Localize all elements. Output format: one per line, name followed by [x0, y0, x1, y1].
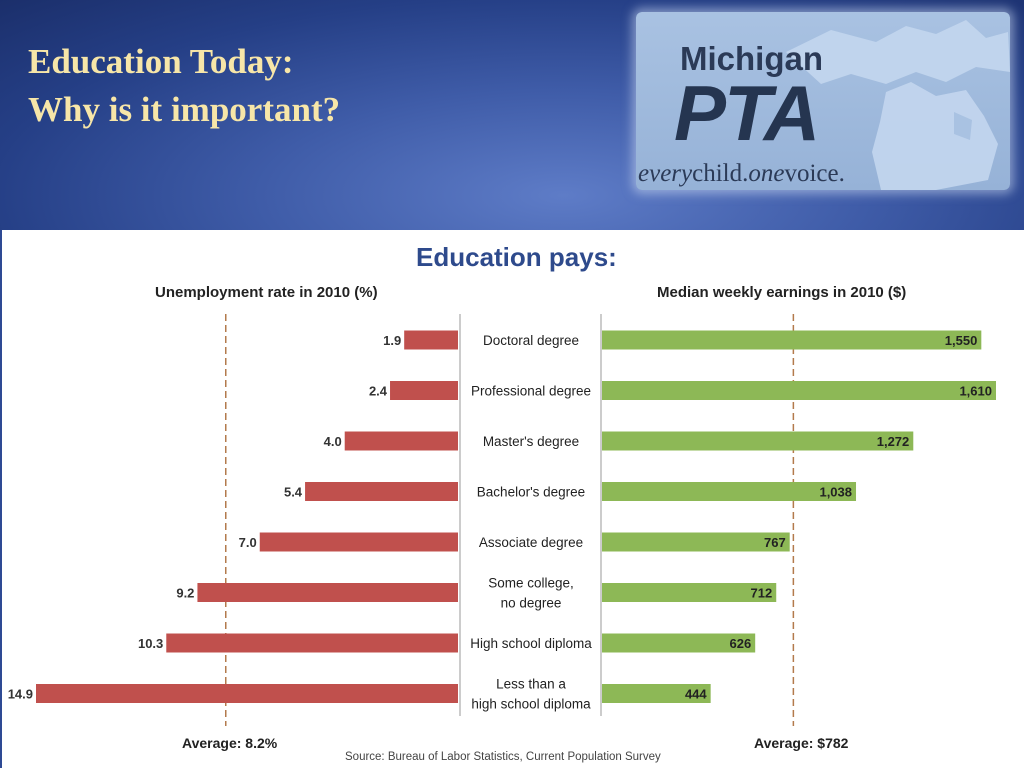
earnings-value-label: 1,272	[877, 434, 910, 449]
category-label: Bachelor's degree	[477, 485, 585, 500]
slide-title: Education Today: Why is it important?	[28, 38, 340, 134]
earnings-value-label: 1,038	[819, 485, 852, 500]
category-label: Doctoral degree	[483, 333, 579, 348]
unemployment-axis-title: Unemployment rate in 2010 (%)	[155, 284, 378, 301]
unemployment-bar	[305, 482, 458, 501]
earnings-bar	[602, 583, 777, 602]
chart-title: Education pays:	[416, 242, 617, 272]
unemployment-value-label: 2.4	[369, 384, 388, 399]
unemployment-bar	[36, 684, 458, 703]
unemployment-bar	[344, 431, 458, 451]
logo-tagline-one: one	[748, 160, 785, 187]
unemployment-average-label: Average: 8.2%	[182, 735, 278, 751]
unemployment-bar	[404, 330, 458, 350]
logo-michigan-text: Michigan	[680, 40, 824, 77]
earnings-value-label: 626	[729, 636, 751, 651]
chart-source: Source: Bureau of Labor Statistics, Curr…	[345, 751, 661, 763]
unemployment-value-label: 1.9	[383, 333, 401, 348]
earnings-value-label: 1,550	[945, 333, 978, 348]
category-label-line-2: no degree	[501, 596, 562, 611]
earnings-bar	[602, 633, 756, 653]
earnings-average-label: Average: $782	[754, 735, 849, 751]
education-pays-chart: Education pays: Unemployment rate in 2010…	[8, 242, 996, 763]
unemployment-value-label: 10.3	[138, 636, 163, 651]
unemployment-value-label: 4.0	[324, 434, 342, 449]
category-label-line-1: Some college,	[488, 576, 574, 591]
unemployment-value-label: 14.9	[8, 687, 33, 702]
unemployment-bar	[166, 633, 459, 653]
category-label-line-1: Less than a	[496, 677, 566, 692]
category-label: Master's degree	[483, 434, 579, 449]
earnings-value-label: 767	[764, 535, 786, 550]
logo-tagline-child: child.	[692, 160, 749, 187]
logo-tagline: everychild.onevoice.	[638, 160, 845, 188]
earnings-value-label: 444	[685, 687, 707, 702]
category-label: High school diploma	[470, 636, 592, 651]
earnings-bar	[602, 431, 914, 451]
unemployment-value-label: 9.2	[176, 586, 194, 601]
chart-panel: Education pays: Unemployment rate in 2010…	[2, 230, 1024, 768]
michigan-pta-logo: Michigan PTA everychild.onevoice.	[636, 12, 1010, 190]
earnings-bar	[602, 330, 982, 350]
unemployment-bar	[390, 381, 458, 400]
earnings-axis-title: Median weekly earnings in 2010 ($)	[657, 284, 906, 301]
unemployment-bar	[197, 583, 458, 602]
logo-tagline-every: every	[638, 160, 693, 187]
unemployment-bar	[259, 532, 458, 552]
earnings-value-label: 1,610	[959, 384, 992, 399]
slide-title-line-2: Why is it important?	[28, 90, 341, 129]
michigan-map-icon	[786, 20, 1010, 190]
category-label: Associate degree	[479, 535, 583, 550]
slide-title-line-1: Education Today:	[28, 42, 294, 81]
earnings-bar	[602, 381, 996, 400]
earnings-bar	[602, 532, 790, 552]
logo-tagline-voice: voice.	[784, 160, 845, 187]
logo-pta-text: PTA	[674, 69, 820, 157]
category-label: Professional degree	[471, 384, 591, 399]
category-label-line-2: high school diploma	[471, 697, 591, 712]
slide-header: Education Today: Why is it important? Mi…	[0, 0, 1024, 230]
unemployment-value-label: 7.0	[239, 535, 257, 550]
earnings-bar	[602, 684, 711, 703]
earnings-value-label: 712	[751, 586, 773, 601]
earnings-bar	[602, 482, 857, 501]
unemployment-value-label: 5.4	[284, 485, 303, 500]
